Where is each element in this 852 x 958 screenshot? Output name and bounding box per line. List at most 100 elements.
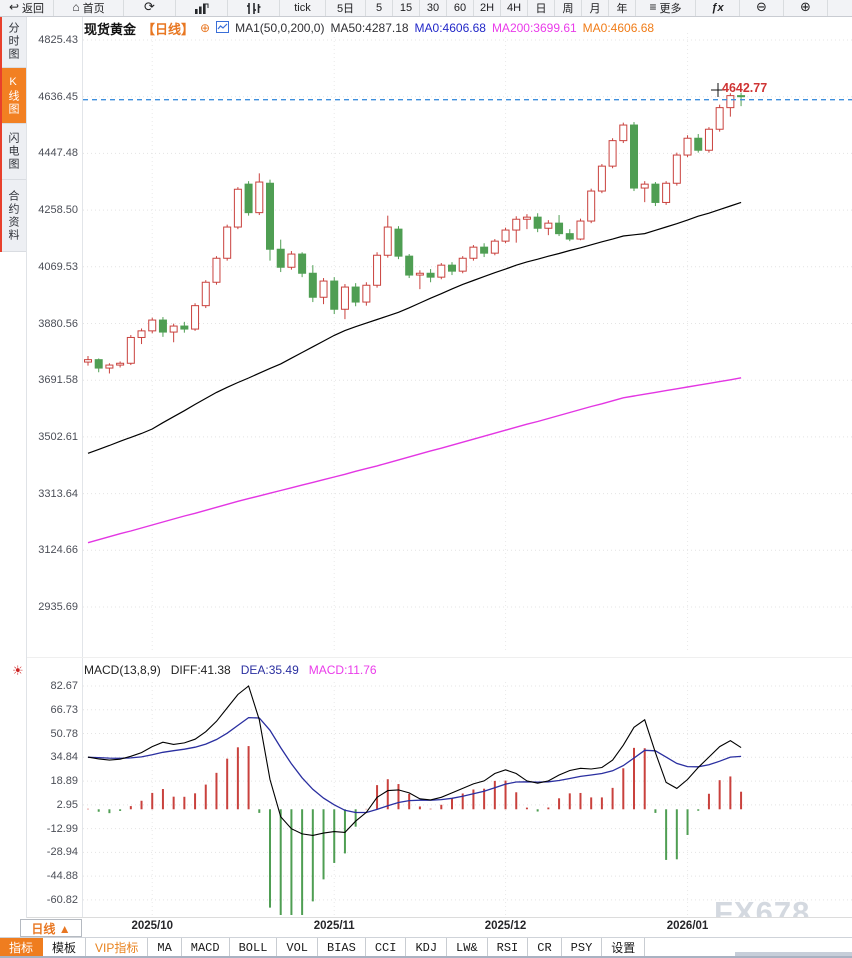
candles-icon <box>246 2 261 14</box>
chart-header: 现货黄金 【日线】 ⊕ MA1(50,0,200,0) MA50:4287.18 … <box>84 20 655 37</box>
price-axis-tick: 3313.64 <box>38 487 78 500</box>
macd-axis-tick: 50.78 <box>50 727 78 740</box>
tab-RSI[interactable]: RSI <box>488 938 529 957</box>
toolbar-button-candle-chart[interactable] <box>228 0 280 16</box>
tab-VIP指标[interactable]: VIP指标 <box>86 938 149 957</box>
menu-icon: ≡ <box>649 0 657 14</box>
macd-axis-tick: 18.89 <box>50 775 78 788</box>
macd-macd-value: MACD:11.76 <box>308 663 377 677</box>
zoom-in-icon: ⊕ <box>800 0 811 14</box>
ma50-value: MA50:4287.18 <box>330 21 409 35</box>
ma50-line <box>87 201 742 454</box>
chart-type-sidebar: 分时图 K线图 闪电图 合约资料 <box>0 16 27 918</box>
x-axis-date-label: 2025/10 <box>131 920 174 932</box>
column-chart-icon <box>194 3 209 14</box>
tab-MACD[interactable]: MACD <box>182 938 230 957</box>
toolbar-button-refresh[interactable]: ⟳ <box>124 0 176 16</box>
x-axis-date-label: 2026/01 <box>666 920 709 932</box>
tab-VOL[interactable]: VOL <box>277 938 319 957</box>
tab-设置[interactable]: 设置 <box>602 938 646 957</box>
refresh-icon: ⟳ <box>144 0 155 14</box>
toolbar-button-zoom-out[interactable]: ⊖ <box>740 0 784 16</box>
price-axis-tick: 3691.58 <box>38 374 78 387</box>
macd-histogram <box>87 746 743 915</box>
macd-axis-tick: -44.88 <box>46 870 78 883</box>
toolbar-button-fx[interactable]: ƒx <box>696 0 740 16</box>
indicator-tab-bar: 指标 模板 VIP指标 MA MACD BOLL VOL BIAS CCI KDJ LW& RSI CR… <box>0 937 852 957</box>
toolbar-button-5d[interactable]: 5日 <box>326 0 366 16</box>
sidebar-item-2[interactable]: K线图 <box>0 68 26 124</box>
price-axis-tick: 4636.45 <box>38 90 78 103</box>
x-axis-row: 日线 ▲ 2025/10 2025/11 2025/12 2026/01 <box>0 918 852 937</box>
period-selector-button[interactable]: 日线 ▲ <box>20 919 82 937</box>
toolbar-button-bar-chart[interactable] <box>176 0 228 16</box>
mini-chart-icon[interactable] <box>216 20 230 36</box>
macd-params-label: MACD(13,8,9) <box>84 663 161 677</box>
toolbar-button-4h[interactable]: 4H <box>501 0 528 16</box>
macd-axis-tick: 2.95 <box>56 798 78 811</box>
price-axis-tick: 4258.50 <box>38 204 78 217</box>
bottom-divider <box>0 956 852 958</box>
sidebar-item-4[interactable]: 合约资料 <box>0 180 26 252</box>
zoom-out-icon: ⊖ <box>756 0 767 14</box>
diff-line <box>87 685 742 836</box>
gridlines <box>0 16 852 918</box>
macd-axis-tick: 34.84 <box>50 751 78 764</box>
home-icon: ⌂ <box>72 0 80 14</box>
toolbar-button-zoom-in[interactable]: ⊕ <box>784 0 828 16</box>
tab-MA[interactable]: MA <box>148 938 182 957</box>
toolbar-button-back[interactable]: ↩ 返回 <box>0 0 54 16</box>
tab-CCI[interactable]: CCI <box>366 938 407 957</box>
price-axis-tick: 3502.61 <box>38 430 78 443</box>
price-axis-tick: 3880.56 <box>38 317 78 330</box>
price-axis-tick: 4825.43 <box>38 34 78 46</box>
toolbar-button-week[interactable]: 周 <box>555 0 582 16</box>
toolbar-button-year[interactable]: 年 <box>609 0 636 16</box>
horizontal-scrollbar[interactable] <box>735 952 852 956</box>
macd-axis-tick: -60.82 <box>46 893 78 906</box>
tab-模板[interactable]: 模板 <box>43 938 87 957</box>
price-axis-tick: 4069.53 <box>38 260 78 273</box>
back-icon: ↩ <box>8 0 20 14</box>
toolbar-button-15[interactable]: 15 <box>393 0 420 16</box>
add-indicator-icon[interactable]: ⊕ <box>200 21 211 35</box>
ma0-blue-value: MA0:4606.68 <box>414 21 486 35</box>
x-axis-date-label: 2025/11 <box>313 920 355 932</box>
tab-KDJ[interactable]: KDJ <box>406 938 448 957</box>
toolbar-button-home[interactable]: ⌂ 首页 <box>54 0 124 16</box>
price-axis-tick: 3124.66 <box>38 544 78 557</box>
macd-axis-tick: -12.99 <box>46 822 78 835</box>
macd-dea-value: DEA:35.49 <box>240 663 299 677</box>
tab-LW&[interactable]: LW& <box>447 938 488 957</box>
macd-axis-tick: -28.94 <box>46 846 78 859</box>
tab-BOLL[interactable]: BOLL <box>230 938 278 957</box>
toolbar-button-5[interactable]: 5 <box>366 0 393 16</box>
price-axis-tick: 2935.69 <box>38 601 78 613</box>
tab-BIAS[interactable]: BIAS <box>318 938 366 957</box>
symbol-name: 现货黄金 <box>84 21 137 37</box>
candles-series <box>84 92 746 374</box>
toolbar-button-2h[interactable]: 2H <box>474 0 501 16</box>
ma0-orange-value: MA0:4606.68 <box>582 21 655 35</box>
tab-PSY[interactable]: PSY <box>562 938 603 957</box>
last-price-tag: 4642.77 <box>722 81 768 95</box>
top-toolbar: ↩ 返回 ⌂ 首页 ⟳ tick 5日 5 15 30 60 2H 4H 日周月年 ≡ 更多 ƒx ⊖ ⊕ <box>0 0 852 17</box>
sidebar-item-3[interactable]: 闪电图 <box>0 124 26 180</box>
macd-axis-tick: 66.73 <box>50 703 78 716</box>
toolbar-button-day[interactable]: 日 <box>528 0 555 16</box>
dea-line <box>87 716 742 814</box>
period-tag: 【日线】 <box>142 21 195 37</box>
tab-指标[interactable]: 指标 <box>0 938 44 957</box>
toolbar-button-month[interactable]: 月 <box>582 0 609 16</box>
sidebar-item-1[interactable]: 分时图 <box>0 16 26 68</box>
toolbar-button-30[interactable]: 30 <box>420 0 447 16</box>
crosshair <box>711 83 725 97</box>
toolbar-button-more[interactable]: ≡ 更多 <box>636 0 696 16</box>
toolbar-button-60[interactable]: 60 <box>447 0 474 16</box>
tab-CR[interactable]: CR <box>528 938 562 957</box>
macd-diff-value: DIFF:41.38 <box>170 663 231 677</box>
indicator-settings-icon[interactable]: ☀ <box>12 663 24 678</box>
toolbar-button-tick[interactable]: tick <box>280 0 326 16</box>
